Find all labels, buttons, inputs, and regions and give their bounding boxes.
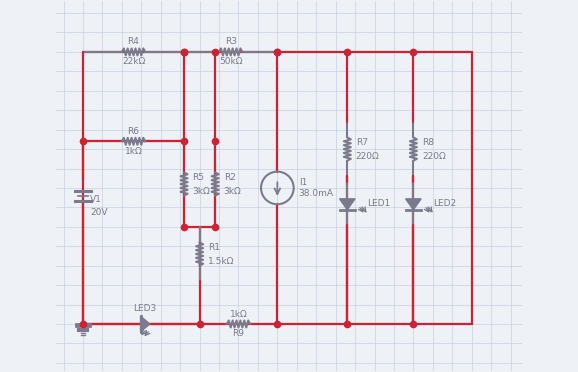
Text: R8: R8 (422, 138, 434, 147)
Text: R3: R3 (225, 38, 237, 46)
Text: 220Ω: 220Ω (356, 151, 380, 161)
Text: R1: R1 (208, 243, 220, 251)
Text: 3kΩ: 3kΩ (192, 186, 210, 196)
Polygon shape (406, 199, 421, 210)
Text: R9: R9 (232, 330, 244, 339)
Text: LED1: LED1 (366, 199, 390, 208)
Text: I1: I1 (299, 177, 307, 187)
Text: R4: R4 (128, 38, 139, 46)
Text: 22kΩ: 22kΩ (122, 57, 145, 66)
Polygon shape (140, 316, 150, 332)
Text: 50kΩ: 50kΩ (219, 57, 242, 66)
Text: 1kΩ: 1kΩ (229, 310, 247, 318)
Text: V1: V1 (90, 195, 102, 204)
Text: R5: R5 (192, 173, 205, 182)
Text: 220Ω: 220Ω (422, 151, 446, 161)
Text: LED2: LED2 (433, 199, 456, 208)
Text: 20V: 20V (90, 208, 108, 217)
Polygon shape (339, 199, 355, 210)
Text: R2: R2 (224, 173, 236, 182)
Text: LED3: LED3 (134, 304, 157, 313)
Text: 1kΩ: 1kΩ (125, 147, 142, 156)
Text: R7: R7 (356, 138, 368, 147)
Text: R6: R6 (128, 127, 139, 136)
Text: 3kΩ: 3kΩ (224, 186, 242, 196)
Text: 1.5kΩ: 1.5kΩ (208, 257, 235, 266)
Text: 38.0mA: 38.0mA (299, 189, 334, 198)
